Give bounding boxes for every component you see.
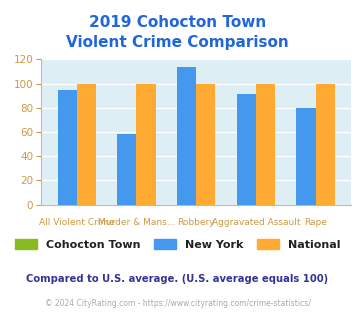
Text: Violent Crime Comparison: Violent Crime Comparison xyxy=(66,35,289,50)
Bar xyxy=(77,83,96,205)
Bar xyxy=(237,94,256,205)
Text: 2019 Cohocton Town: 2019 Cohocton Town xyxy=(89,15,266,30)
Bar xyxy=(256,83,275,205)
Text: Rape: Rape xyxy=(304,218,327,227)
Text: Robbery: Robbery xyxy=(178,218,215,227)
Bar xyxy=(316,83,335,205)
Legend: Cohocton Town, New York, National: Cohocton Town, New York, National xyxy=(10,234,345,254)
Text: Compared to U.S. average. (U.S. average equals 100): Compared to U.S. average. (U.S. average … xyxy=(26,274,329,284)
Bar xyxy=(117,134,136,205)
Text: Aggravated Assault: Aggravated Assault xyxy=(212,218,300,227)
Text: All Violent Crime: All Violent Crime xyxy=(39,218,115,227)
Text: Murder & Mans...: Murder & Mans... xyxy=(98,218,175,227)
Text: © 2024 CityRating.com - https://www.cityrating.com/crime-statistics/: © 2024 CityRating.com - https://www.city… xyxy=(45,299,310,308)
Bar xyxy=(296,108,316,205)
Bar xyxy=(58,90,77,205)
Bar xyxy=(196,83,215,205)
Bar xyxy=(136,83,155,205)
Bar xyxy=(177,67,196,205)
